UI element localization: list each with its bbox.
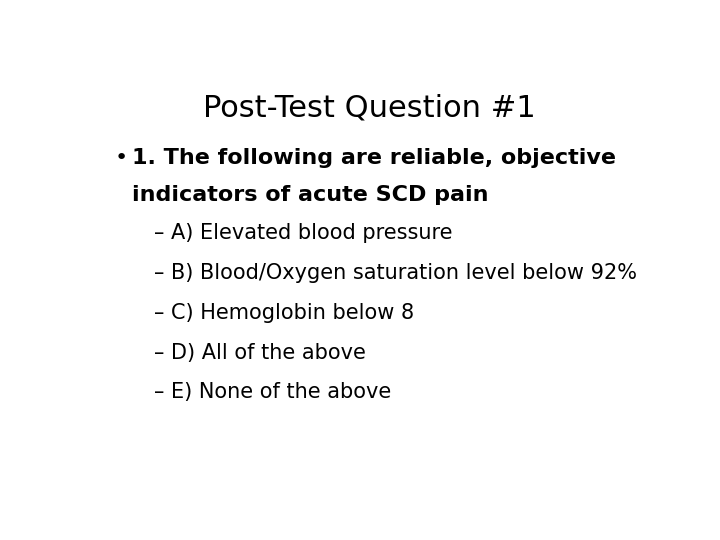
Text: Post-Test Question #1: Post-Test Question #1 — [202, 94, 536, 123]
Text: indicators of acute SCD pain: indicators of acute SCD pain — [132, 185, 488, 205]
Text: – E) None of the above: – E) None of the above — [154, 382, 392, 402]
Text: – D) All of the above: – D) All of the above — [154, 342, 366, 362]
Text: – B) Blood/Oxygen saturation level below 92%: – B) Blood/Oxygen saturation level below… — [154, 263, 637, 283]
Text: – C) Hemoglobin below 8: – C) Hemoglobin below 8 — [154, 302, 414, 322]
Text: •: • — [115, 148, 128, 168]
Text: 1. The following are reliable, objective: 1. The following are reliable, objective — [132, 148, 616, 168]
Text: – A) Elevated blood pressure: – A) Elevated blood pressure — [154, 223, 453, 243]
